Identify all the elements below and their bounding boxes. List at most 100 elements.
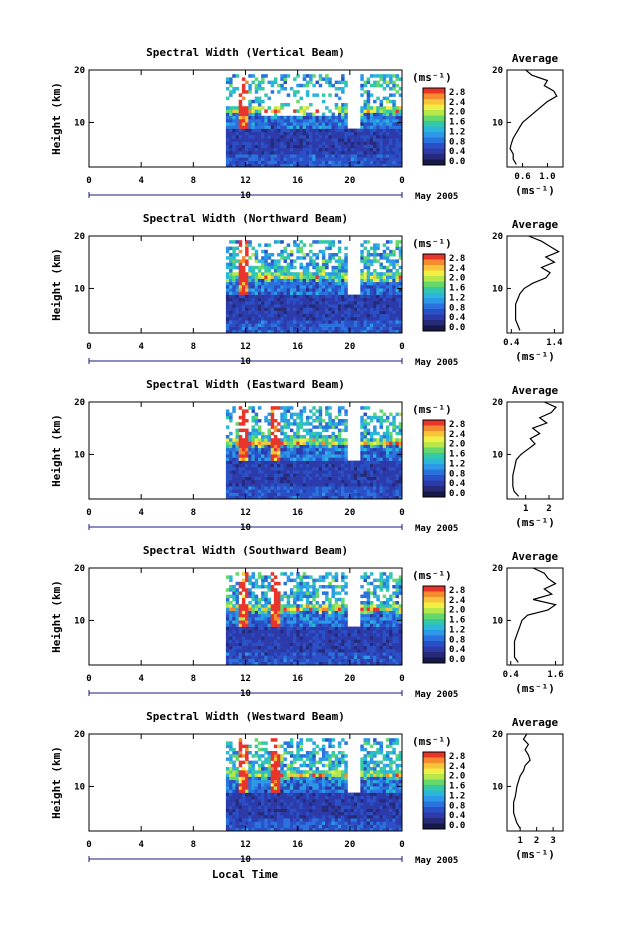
heatmap-cell bbox=[344, 157, 348, 161]
heatmap-cell bbox=[312, 476, 316, 481]
heatmap-cell bbox=[229, 275, 233, 279]
heatmap-cell bbox=[328, 125, 332, 129]
heatmap-cell bbox=[331, 473, 335, 477]
heatmap-cell bbox=[315, 291, 319, 295]
heatmap-cell bbox=[366, 253, 371, 257]
heatmap-cell bbox=[293, 626, 297, 631]
heatmap-cell bbox=[270, 265, 275, 270]
heatmap-cell bbox=[248, 103, 252, 107]
heatmap-cell bbox=[232, 597, 236, 602]
heatmap-cell bbox=[363, 272, 367, 276]
average-x-label: (ms⁻¹) bbox=[515, 516, 555, 529]
heatmap-cell bbox=[360, 317, 364, 321]
heatmap-cell bbox=[257, 495, 262, 500]
heatmap-cell bbox=[241, 141, 246, 145]
heatmap-cell bbox=[299, 115, 303, 120]
heatmap-cell bbox=[289, 658, 294, 663]
heatmap-cell bbox=[334, 489, 339, 493]
heatmap-cell bbox=[302, 154, 307, 158]
heatmap-cell bbox=[373, 275, 377, 279]
heatmap-cell bbox=[360, 269, 364, 273]
heatmap-cell bbox=[264, 320, 268, 324]
heatmap-cell bbox=[321, 428, 326, 433]
heatmap-cell bbox=[267, 412, 271, 417]
heatmap-cell bbox=[261, 476, 265, 481]
heatmap-cell bbox=[344, 425, 348, 429]
colorbar-swatch bbox=[423, 320, 445, 326]
heatmap-cell bbox=[238, 604, 243, 608]
heatmap-cell bbox=[379, 112, 383, 117]
heatmap-cell bbox=[305, 438, 310, 442]
heatmap-cell bbox=[331, 160, 335, 165]
heatmap-cell bbox=[280, 489, 284, 493]
heatmap-cell bbox=[251, 476, 255, 481]
heatmap-cell bbox=[357, 138, 361, 142]
heatmap-cell bbox=[369, 451, 374, 455]
heatmap-cell bbox=[229, 131, 233, 136]
heatmap-cell bbox=[232, 451, 236, 455]
heatmap-cell bbox=[398, 479, 403, 484]
heatmap-cell bbox=[325, 262, 329, 267]
heatmap-cell bbox=[235, 492, 239, 497]
heatmap-cell bbox=[289, 441, 294, 445]
heatmap-cell bbox=[328, 623, 332, 627]
heatmap-cell bbox=[331, 483, 335, 487]
heatmap-cell bbox=[229, 83, 233, 88]
heatmap-cell bbox=[392, 329, 396, 334]
heatmap-cell bbox=[369, 467, 374, 471]
heatmap-cell bbox=[334, 106, 339, 110]
heatmap-cell bbox=[232, 639, 236, 643]
heatmap-cell bbox=[254, 476, 259, 481]
heatmap-cell bbox=[257, 87, 262, 91]
heatmap-cell bbox=[296, 652, 300, 656]
heatmap-cell bbox=[337, 409, 342, 413]
heatmap-cell bbox=[270, 655, 275, 659]
heatmap-cell bbox=[277, 406, 281, 410]
heatmap-cell bbox=[254, 457, 259, 461]
heatmap-cell bbox=[261, 154, 265, 158]
heatmap-cell bbox=[337, 636, 342, 640]
colorbar-swatch bbox=[423, 143, 445, 149]
heatmap-cell bbox=[225, 601, 230, 605]
heatmap-cell bbox=[238, 313, 243, 318]
heatmap-cell bbox=[264, 256, 268, 260]
heatmap-cell bbox=[318, 626, 323, 631]
heatmap-cell bbox=[270, 467, 275, 471]
heatmap-cell bbox=[248, 441, 252, 445]
heatmap-cell bbox=[225, 151, 230, 155]
heatmap-cell bbox=[379, 451, 383, 455]
heatmap-cell bbox=[385, 160, 390, 165]
heatmap-cell bbox=[241, 642, 246, 647]
heatmap-cell bbox=[321, 613, 326, 618]
heatmap-cell bbox=[257, 479, 262, 484]
heatmap-cell bbox=[398, 444, 403, 449]
colorbar-tick-label: 0.0 bbox=[449, 323, 465, 333]
heatmap-cell bbox=[283, 297, 287, 302]
heatmap-cell bbox=[341, 112, 345, 117]
heatmap-cell bbox=[286, 626, 291, 631]
heatmap-cell bbox=[373, 74, 377, 78]
heatmap-cell bbox=[382, 476, 387, 481]
heatmap-cell bbox=[270, 460, 275, 465]
heatmap-cell bbox=[331, 636, 335, 640]
heatmap-cell bbox=[344, 639, 348, 643]
heatmap-cell bbox=[238, 122, 243, 126]
heatmap-cell bbox=[273, 119, 278, 123]
x-tick-label: 0 bbox=[86, 508, 91, 518]
heatmap-cell bbox=[360, 460, 364, 465]
heatmap-cell bbox=[315, 473, 319, 477]
heatmap-cell bbox=[299, 578, 303, 583]
heatmap-cell bbox=[277, 115, 281, 120]
heatmap-cell bbox=[270, 479, 275, 484]
heatmap-cell bbox=[283, 135, 287, 139]
heatmap-cell bbox=[373, 109, 377, 113]
heatmap-cell bbox=[273, 492, 278, 497]
heatmap-cell bbox=[238, 658, 243, 663]
heatmap-cell bbox=[257, 326, 262, 331]
heatmap-cell bbox=[299, 278, 303, 283]
heatmap-cell bbox=[261, 115, 265, 120]
heatmap-cell bbox=[280, 642, 284, 647]
heatmap-cell bbox=[257, 610, 262, 615]
heatmap-cell bbox=[344, 620, 348, 624]
heatmap-cell bbox=[267, 151, 271, 155]
